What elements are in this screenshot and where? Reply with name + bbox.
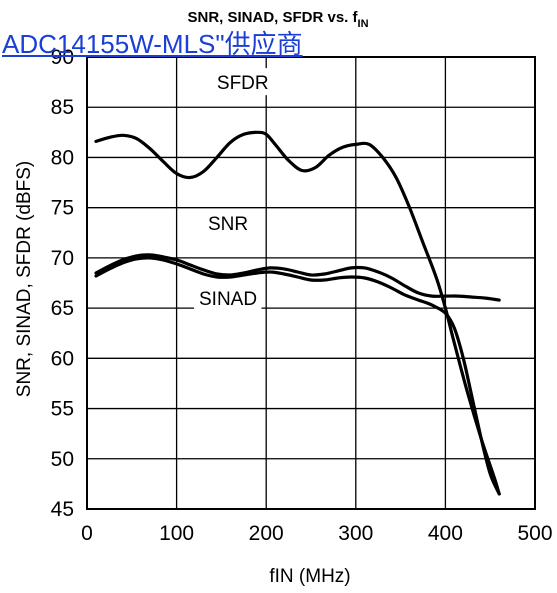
annotations: SFDR SNR SINAD bbox=[194, 68, 269, 312]
y-tick-label: 65 bbox=[51, 297, 74, 320]
series-lines bbox=[94, 130, 501, 496]
chart-title-subscript: IN bbox=[358, 18, 369, 30]
y-tick-label: 80 bbox=[51, 146, 74, 169]
y-tick-label: 50 bbox=[51, 448, 74, 471]
chart-title: SNR, SINAD, SFDR vs. fIN bbox=[187, 9, 368, 30]
x-tick-label: 500 bbox=[517, 522, 552, 545]
x-tick-label: 300 bbox=[338, 522, 373, 545]
y-tick-label: 70 bbox=[51, 247, 74, 270]
annotation-label: SINAD bbox=[199, 289, 257, 310]
chart-title-main: SNR, SINAD, SFDR vs. f bbox=[187, 9, 358, 26]
plot-frame bbox=[86, 56, 536, 510]
annotation-label: SFDR bbox=[217, 73, 269, 94]
y-tick-label: 60 bbox=[51, 347, 74, 370]
x-axis-label: fIN (MHz) bbox=[269, 566, 350, 587]
series-line-sinad bbox=[94, 256, 501, 496]
overlay-link[interactable]: ADC14155W-MLS"供应商 bbox=[2, 29, 303, 59]
y-tick-label: 45 bbox=[51, 498, 74, 521]
annotation-background bbox=[211, 68, 268, 96]
x-tick-label: 100 bbox=[159, 522, 194, 545]
x-tick-label: 400 bbox=[428, 522, 463, 545]
y-tick-label: 55 bbox=[51, 398, 74, 421]
series-line-snr bbox=[94, 253, 501, 302]
y-tick-label: 90 bbox=[51, 46, 74, 69]
y-tick-label: 85 bbox=[51, 96, 74, 119]
x-tick-label: 200 bbox=[249, 522, 284, 545]
annotation-background bbox=[202, 208, 248, 236]
annotation-background bbox=[194, 284, 262, 312]
y-axis-label: SNR, SINAD, SFDR (dBFS) bbox=[14, 161, 35, 397]
x-tick-label: 0 bbox=[81, 522, 93, 545]
tick-labels: 0 100 200 300 400 500 45 50 55 60 65 70 75 80 85 90 bbox=[51, 46, 553, 545]
y-tick-label: 75 bbox=[51, 197, 74, 220]
annotation-label: SNR bbox=[208, 214, 248, 235]
series-line-sfdr bbox=[94, 130, 501, 496]
grid bbox=[87, 57, 535, 509]
